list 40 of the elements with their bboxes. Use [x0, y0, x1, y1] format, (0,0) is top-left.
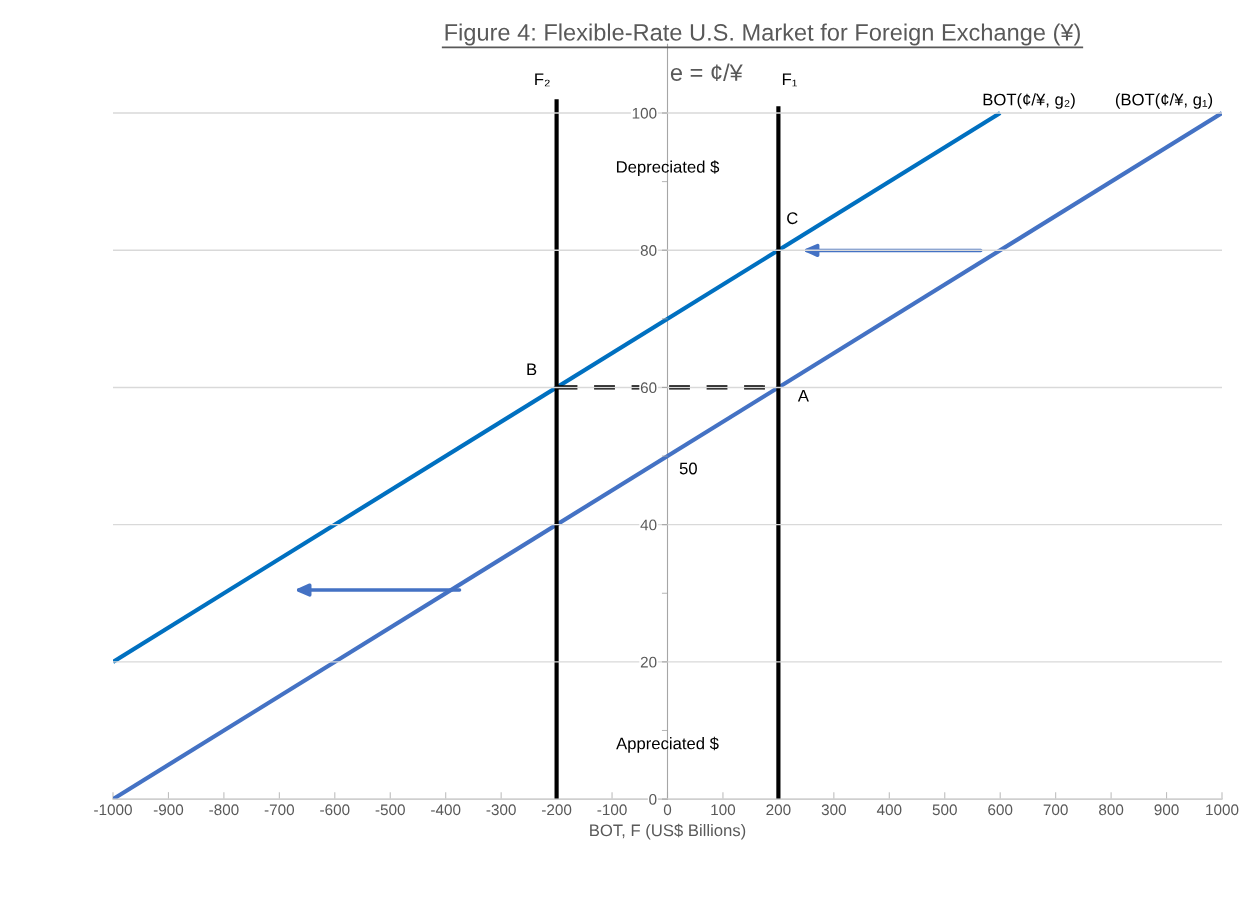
annotation: 50 — [679, 462, 697, 475]
x-tick-label: 400 — [876, 804, 902, 816]
annotation: e = ¢/¥ — [670, 63, 743, 82]
annotation: B — [527, 363, 537, 376]
x-tick-label: 100 — [711, 804, 736, 816]
y-tick-label: 60 — [640, 382, 657, 394]
x-tick-label: 0 — [663, 804, 672, 816]
x-tick-label: 300 — [821, 804, 846, 816]
x-tick-label: -1000 — [94, 804, 132, 816]
annotation: A — [797, 390, 809, 402]
x-tick-label: 800 — [1099, 804, 1124, 816]
x-tick-label: -500 — [375, 804, 405, 816]
annotation: (BOT(¢/¥, g₁) — [1115, 93, 1213, 109]
annotation: BOT(¢/¥, g₂) — [983, 93, 1075, 109]
y-tick-label: 80 — [640, 245, 657, 256]
x-tick-label: -900 — [153, 804, 184, 816]
x-tick-label: 600 — [988, 804, 1013, 816]
x-tick-label: -200 — [541, 804, 572, 816]
annotation: C — [787, 212, 798, 225]
y-tick-label: 100 — [632, 107, 657, 119]
y-tick-label: 0 — [649, 793, 657, 805]
x-tick-label: -400 — [431, 804, 461, 816]
annotation: F₁ — [782, 73, 797, 87]
x-tick-label: -300 — [486, 804, 516, 816]
x-tick-label: 500 — [932, 804, 957, 816]
annotation: F₂ — [535, 73, 550, 87]
x-tick-label: -700 — [264, 804, 295, 816]
x-tick-label: -100 — [597, 804, 627, 816]
y-tick-label: 40 — [640, 519, 657, 531]
x-axis-title: BOT, F (US$ Billions) — [590, 823, 746, 840]
x-tick-label: -600 — [320, 804, 350, 816]
x-tick-label: 200 — [766, 804, 791, 816]
x-tick-label: 900 — [1154, 804, 1179, 816]
chart-title: Figure 4: Flexible-Rate U.S. Market for Foreign Exchange (¥) — [445, 23, 1080, 46]
x-tick-label: -800 — [209, 804, 239, 816]
x-tick-label: 700 — [1043, 804, 1068, 816]
x-tick-label: 1000 — [1206, 804, 1239, 816]
y-tick-label: 20 — [640, 656, 657, 668]
annotation: Depreciated $ — [616, 160, 720, 177]
annotation: Appreciated $ — [616, 736, 719, 753]
